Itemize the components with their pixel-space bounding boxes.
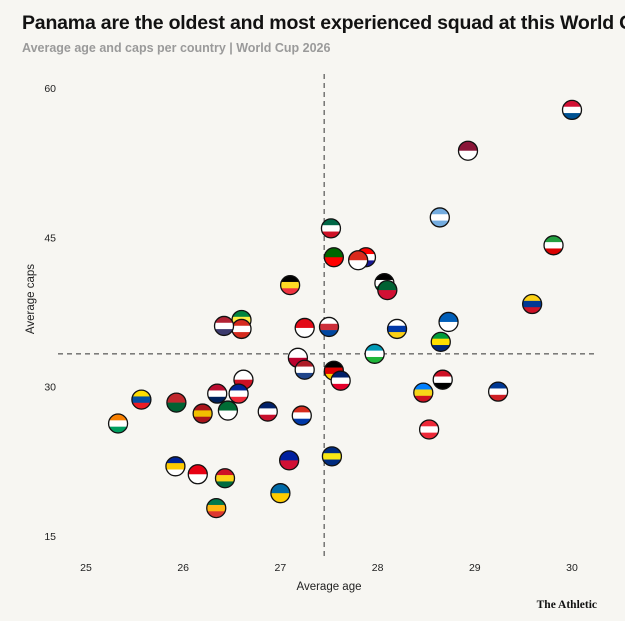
colombia-flag-icon	[521, 293, 543, 315]
uzbekistan-flag-icon	[364, 343, 385, 364]
x-tick-label: 25	[80, 562, 92, 574]
chart-title: Panama are the oldest and most experienc…	[22, 12, 625, 34]
france-flag-icon	[228, 383, 249, 404]
norway-flag-icon	[207, 383, 228, 404]
morocco-flag-icon	[166, 392, 187, 413]
argentina-flag-icon	[429, 207, 450, 228]
curacao-flag-icon	[321, 446, 343, 467]
portugal-flag-icon	[323, 247, 345, 268]
ecuador-flag-icon	[131, 389, 152, 410]
x-tick-label: 26	[177, 562, 189, 574]
x-tick-label: 27	[275, 562, 287, 574]
reference-lines	[58, 74, 598, 560]
dr-congo-flag-icon	[413, 382, 434, 403]
paraguay-flag-icon	[291, 405, 312, 426]
chart-subtitle: Average age and caps per country | World…	[22, 41, 331, 55]
brazil-flag-icon	[430, 331, 451, 353]
scotland-flag-icon	[438, 311, 459, 333]
sweden-flag-icon	[270, 483, 291, 504]
axis-ticks: 25 26 27 28 29 30 15 30 45 60	[44, 83, 578, 574]
turkey-flag-icon	[294, 317, 315, 339]
ivory-coast-flag-icon	[107, 413, 129, 434]
x-tick-label: 30	[566, 562, 578, 574]
x-axis-label: Average age	[296, 581, 361, 593]
belgium-flag-icon	[279, 274, 301, 296]
algeria-flag-icon	[377, 279, 398, 301]
tunisia-flag-icon	[187, 464, 208, 485]
y-axis-label: Average caps	[25, 264, 37, 334]
spain-flag-icon	[192, 403, 213, 424]
y-tick-label: 45	[44, 232, 56, 244]
austria-flag-icon	[418, 419, 440, 440]
uruguay-flag-icon	[386, 318, 408, 340]
south-africa-flag-icon	[206, 497, 227, 519]
usa-flag-icon	[213, 315, 235, 337]
x-tick-label: 28	[372, 562, 384, 574]
saudi-arabia-flag-icon	[217, 400, 239, 421]
y-tick-label: 15	[44, 531, 56, 543]
netherlands-flag-icon	[294, 359, 315, 380]
y-tick-label: 60	[44, 83, 56, 95]
publisher-logo: The Athletic	[536, 599, 597, 611]
ghana-flag-icon	[214, 468, 236, 489]
switzerland-flag-icon	[348, 250, 369, 271]
y-tick-label: 30	[44, 382, 56, 394]
mexico-flag-icon	[320, 218, 342, 239]
egypt-flag-icon	[432, 369, 453, 390]
data-points	[107, 99, 583, 519]
south-korea-flag-icon	[318, 316, 340, 338]
cape-verde-flag-icon	[487, 381, 509, 402]
haiti-flag-icon	[278, 450, 300, 471]
x-tick-label: 29	[469, 562, 481, 574]
bosnia-flag-icon	[165, 456, 186, 477]
panama-flag-icon	[561, 99, 583, 121]
qatar-flag-icon	[457, 140, 479, 161]
australia-flag-icon	[330, 370, 351, 391]
iran-flag-icon	[543, 235, 564, 256]
canada-flag-icon	[231, 318, 252, 340]
new-zealand-flag-icon	[257, 401, 278, 422]
